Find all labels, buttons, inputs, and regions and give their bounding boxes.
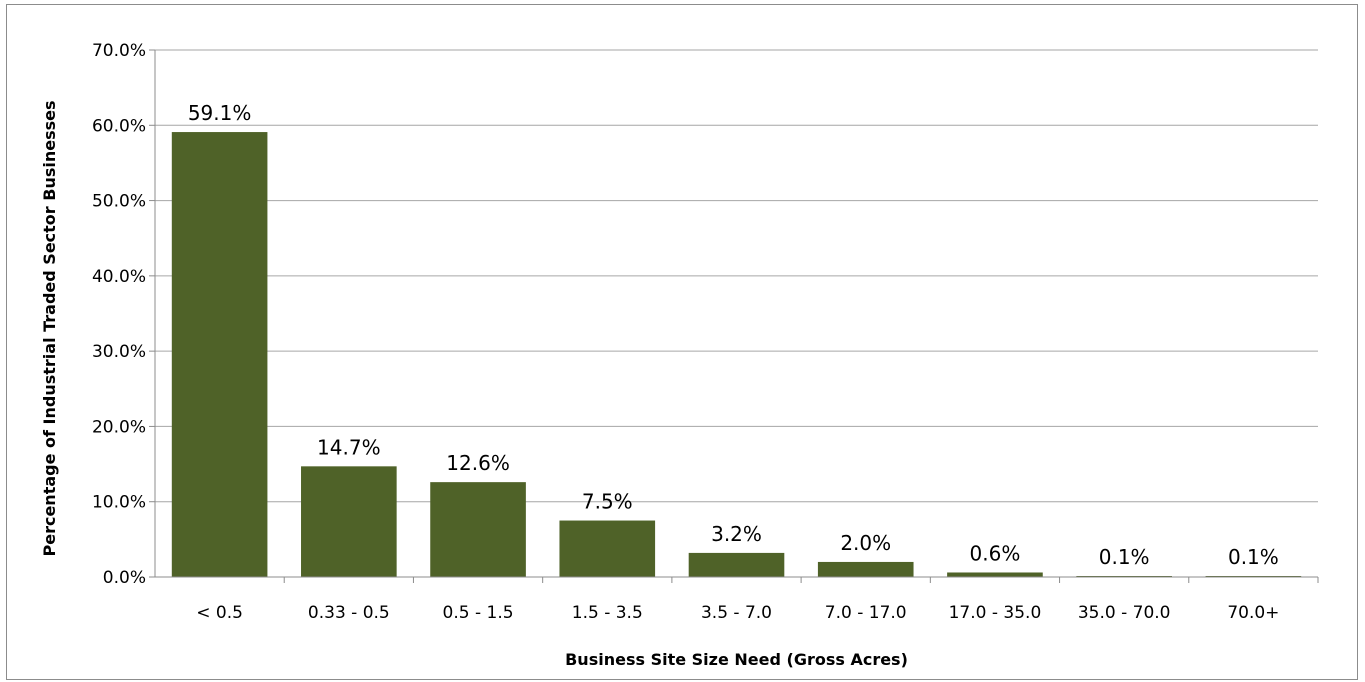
x-tick-label: 3.5 - 7.0: [701, 603, 772, 623]
bar: [430, 482, 526, 577]
x-tick-label: 1.5 - 3.5: [572, 603, 643, 623]
bar: [688, 552, 785, 577]
data-label: 7.5%: [582, 490, 633, 514]
bar: [171, 132, 268, 577]
bar: [817, 561, 914, 577]
x-tick-label: 7.0 - 17.0: [825, 603, 907, 623]
x-tick-label: 0.33 - 0.5: [308, 603, 390, 623]
y-tick-label: 50.0%: [92, 192, 146, 212]
y-tick-label: 0.0%: [103, 568, 146, 588]
x-tick-label: 70.0+: [1227, 603, 1279, 623]
gridlines: [155, 49, 1318, 503]
y-tick-label: 70.0%: [92, 41, 146, 61]
x-tick-label: 0.5 - 1.5: [443, 603, 514, 623]
y-tick-label: 60.0%: [92, 116, 146, 136]
data-label: 59.1%: [188, 101, 252, 125]
y-axis-ticks: 0.0% 10.0% 20.0% 30.0% 40.0% 50.0% 60.0% 70.0%: [92, 41, 156, 588]
data-labels: 59.1% 14.7% 12.6% 7.5% 3.2% 2.0% 0.6% 0.1% 0.1%: [188, 101, 1279, 569]
y-tick-label: 30.0%: [92, 342, 146, 362]
x-tick-label: < 0.5: [196, 603, 243, 623]
bar: [559, 520, 656, 577]
x-axis-title: Business Site Size Need (Gross Acres): [565, 650, 908, 669]
bar: [301, 466, 397, 577]
data-label: 3.2%: [711, 522, 762, 546]
y-tick-label: 20.0%: [92, 417, 146, 437]
x-axis-ticks: < 0.5 0.33 - 0.5 0.5 - 1.5 1.5 - 3.5 3.5 - 7…: [155, 576, 1319, 623]
data-label: 0.6%: [970, 541, 1021, 565]
data-label: 0.1%: [1228, 545, 1279, 569]
bar: [947, 572, 1043, 577]
data-label: 12.6%: [446, 451, 510, 475]
y-tick-label: 10.0%: [92, 493, 146, 513]
data-label: 2.0%: [840, 531, 891, 555]
y-axis-title: Percentage of Industrial Traded Sector B…: [40, 100, 59, 556]
data-label: 0.1%: [1099, 545, 1150, 569]
y-tick-label: 40.0%: [92, 267, 146, 287]
x-tick-label: 35.0 - 70.0: [1078, 603, 1171, 623]
bars: [171, 132, 1302, 577]
data-label: 14.7%: [317, 435, 381, 459]
x-tick-label: 17.0 - 35.0: [949, 603, 1042, 623]
